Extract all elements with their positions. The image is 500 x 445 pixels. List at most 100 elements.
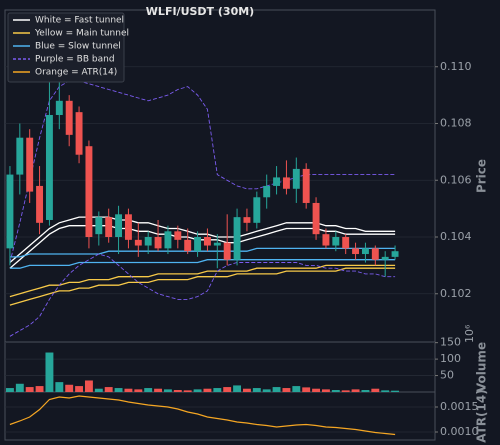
candle-body xyxy=(85,146,93,238)
volume-bar xyxy=(262,389,271,392)
chart-title: WLFI/USDT (30M) xyxy=(146,5,254,18)
volume-bar xyxy=(183,390,192,392)
candle-body xyxy=(174,231,182,240)
indicator-line xyxy=(9,264,396,298)
candle-body xyxy=(75,112,83,155)
candle-body xyxy=(312,202,320,235)
candle-body xyxy=(6,174,14,249)
volume-bar xyxy=(45,352,54,392)
volume-bar xyxy=(25,387,34,392)
y-tick-label: 0.0010 xyxy=(440,425,479,438)
volume-bar xyxy=(163,389,172,392)
candle-body xyxy=(144,237,152,246)
candle-body xyxy=(105,217,113,238)
candle-body xyxy=(115,214,123,238)
legend-label: White = Fast tunnel xyxy=(35,16,124,26)
indicator-line xyxy=(9,259,396,269)
legend-label: Purple = BB band xyxy=(35,55,115,65)
volume-bar xyxy=(75,386,84,392)
candle-body xyxy=(342,237,350,249)
volume-bar xyxy=(213,388,222,392)
candle-body xyxy=(95,217,103,235)
volume-bar xyxy=(302,387,311,392)
volume-bar xyxy=(223,387,232,392)
candle-body xyxy=(55,100,63,115)
candle-body xyxy=(253,197,261,223)
candle-body xyxy=(65,100,73,135)
candle-body xyxy=(124,214,132,240)
candle-body xyxy=(273,177,281,186)
candle-body xyxy=(26,137,34,192)
volume-bar xyxy=(65,384,74,392)
y-tick-label: 0.106 xyxy=(440,173,472,186)
volume-bar xyxy=(94,388,103,392)
volume-bar xyxy=(15,383,24,392)
candle-body xyxy=(361,248,369,255)
indicator-line xyxy=(9,247,396,258)
y-tick-label: 100 xyxy=(440,352,461,365)
volume-bar xyxy=(312,388,321,392)
candle-body xyxy=(322,234,330,246)
y-tick-label: 0.0015 xyxy=(440,400,479,413)
candle-body xyxy=(263,185,271,198)
candle-body xyxy=(352,248,360,255)
candle-body xyxy=(381,256,389,260)
volume-bar xyxy=(154,388,163,392)
legend-label: Blue = Slow tunnel xyxy=(35,42,121,52)
volume-bar xyxy=(361,390,370,392)
indicator-line xyxy=(9,225,396,269)
candle-body xyxy=(302,168,310,203)
volume-bar xyxy=(193,389,202,392)
candle-body xyxy=(243,217,251,223)
volume-bar xyxy=(134,389,143,392)
indicator-line xyxy=(9,216,396,263)
candle-body xyxy=(154,237,162,249)
indicator-line xyxy=(9,395,396,436)
candle-body xyxy=(292,168,300,189)
y-axis-label: Price xyxy=(475,159,489,193)
candle-body xyxy=(16,137,24,175)
candle-body xyxy=(164,231,172,249)
y-tick-label: 50 xyxy=(440,369,454,382)
volume-bar xyxy=(282,388,291,392)
candle-body xyxy=(184,239,192,252)
volume-bar xyxy=(144,388,153,392)
volume-bar xyxy=(351,389,360,392)
y-tick-label: 0.102 xyxy=(440,287,472,300)
candle-body xyxy=(203,237,211,246)
volume-bar xyxy=(35,386,44,392)
y-axis-label: Volume xyxy=(475,342,489,392)
y-tick-label: 150 xyxy=(440,336,461,349)
candle-body xyxy=(36,185,44,223)
y-tick-label: 0.108 xyxy=(440,117,472,130)
volume-bar xyxy=(104,387,113,392)
volume-bar xyxy=(371,388,380,392)
volume-bar xyxy=(114,388,123,392)
indicator-line xyxy=(9,253,396,337)
legend-box xyxy=(7,12,125,83)
candle-body xyxy=(194,237,202,252)
volume-bar xyxy=(341,390,350,392)
volume-bar xyxy=(391,390,400,392)
candle-body xyxy=(45,114,53,220)
y-axis-label: ATR(14) xyxy=(475,389,489,442)
volume-bar xyxy=(124,388,133,392)
candle-body xyxy=(371,248,379,260)
volume-bar xyxy=(242,388,251,392)
y-tick-label: 0.110 xyxy=(440,60,472,73)
volume-bar xyxy=(55,382,64,392)
candle-body xyxy=(282,177,290,189)
axis-offset: 10⁶ xyxy=(463,324,476,343)
legend-label: Yellow = Main tunnel xyxy=(34,29,129,39)
y-tick-label: 0.104 xyxy=(440,230,472,243)
volume-bar xyxy=(381,390,390,392)
volume-bar xyxy=(233,385,242,392)
candle-body xyxy=(134,239,142,246)
frame xyxy=(4,9,436,441)
candle-body xyxy=(391,251,399,257)
candle-body xyxy=(233,217,241,260)
volume-bar xyxy=(84,380,93,392)
candle-body xyxy=(332,237,340,246)
volume-bar xyxy=(5,388,14,392)
